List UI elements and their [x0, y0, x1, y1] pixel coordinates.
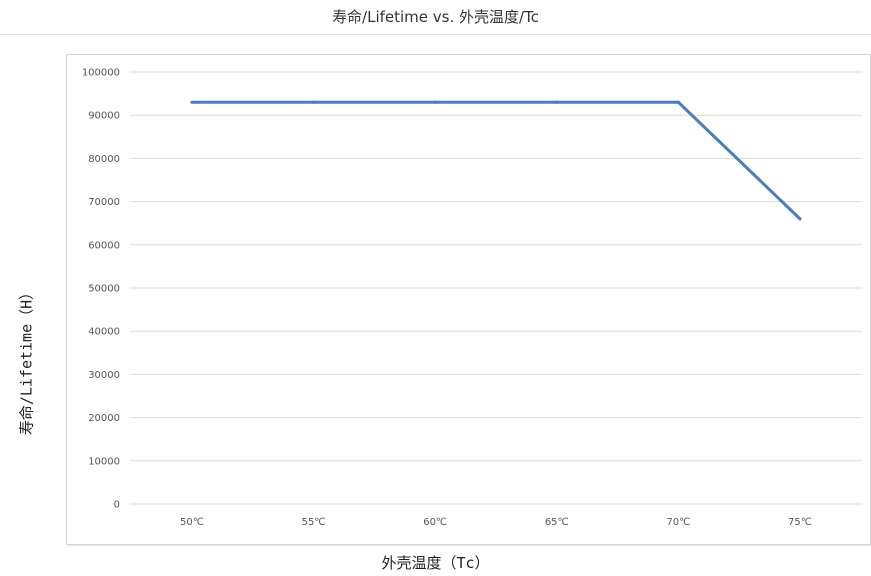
y-tick-label: 80000 [88, 154, 120, 165]
data-point [433, 100, 437, 104]
data-point [676, 100, 680, 104]
y-tick-label: 0 [114, 500, 120, 511]
y-tick-label: 60000 [88, 240, 120, 251]
y-tick-label: 70000 [88, 197, 120, 208]
data-point [312, 100, 316, 104]
y-axis-title: 寿命/Lifetime（H） [17, 284, 36, 436]
x-tick-label: 50℃ [180, 517, 204, 528]
x-tick-label: 70℃ [666, 517, 690, 528]
y-tick-label: 40000 [88, 327, 120, 338]
x-tick-label: 60℃ [423, 517, 447, 528]
plot-area-frame [66, 54, 871, 545]
x-tick-label: 75℃ [788, 517, 812, 528]
x-tick-label: 65℃ [545, 517, 569, 528]
y-tick-label: 50000 [88, 284, 120, 295]
x-axis-ticks: 50℃ 55℃ 60℃ 65℃ 70℃ 75℃ [180, 517, 812, 528]
x-tick-label: 55℃ [302, 517, 326, 528]
y-tick-label: 100000 [82, 68, 120, 79]
data-point [798, 217, 802, 221]
data-point [555, 100, 559, 104]
x-axis-title: 外壳温度（Tc） [381, 554, 490, 572]
y-tick-label: 20000 [88, 413, 120, 424]
y-axis-ticks: 0 10000 20000 30000 40000 50000 60000 70000 8000… [82, 68, 120, 511]
data-point [190, 100, 194, 104]
y-tick-label: 90000 [88, 111, 120, 122]
y-tick-label: 10000 [88, 456, 120, 467]
series-lines [190, 100, 802, 221]
chart-title: 寿命/Lifetime vs. 外壳温度/Tc [332, 8, 539, 26]
gridlines [130, 71, 862, 505]
y-tick-label: 30000 [88, 370, 120, 381]
series-line-segment [676, 100, 802, 221]
title-divider [0, 34, 871, 35]
